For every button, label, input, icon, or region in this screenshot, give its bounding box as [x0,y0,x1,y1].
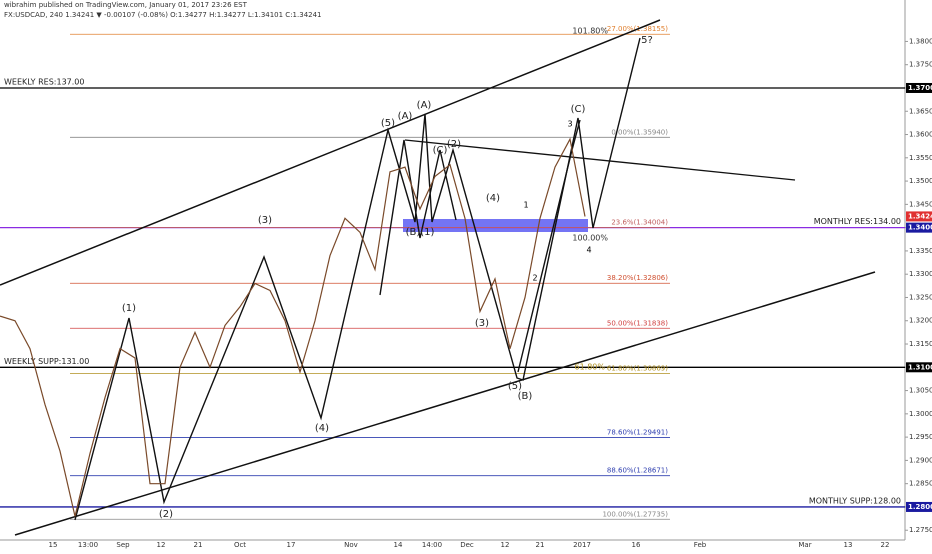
x-tick-label: 21 [536,541,545,549]
fib-label: 88.60%(1.28671) [607,467,668,475]
y-tick-label: 1.32500 [909,293,932,301]
level-label: MONTHLY RES:134.00 [814,217,901,226]
x-tick-label: Sep [116,541,130,549]
wave-path [379,139,457,296]
x-tick-label: Oct [234,541,246,549]
price-line [0,137,586,517]
channel-upper [0,19,661,286]
x-tick-label: 13 [844,541,853,549]
wave-label: (C) [433,145,448,156]
price-label-box [906,82,932,93]
zone [403,219,588,232]
price-label: 1.34000 [908,224,932,232]
y-tick-label: 1.35000 [909,177,932,185]
x-tick-label: 12 [501,541,510,549]
x-tick-label: 22 [881,541,890,549]
wave-label: 5? [641,35,653,46]
wave-label: (3) [258,215,272,226]
price-label-box [906,222,932,233]
wave-label: (5) [381,118,395,129]
fib-label: 61.80%(1.30869) [607,364,668,372]
wave-label: (4) [486,193,500,204]
wave-labels: (1) (2) (3) (4) (5) (A) (A) (B)(1) (C) (… [122,27,653,521]
wave-label: (B) [518,391,533,402]
fib-note: 61.80% [574,363,605,372]
price-label: 1.31000 [908,363,932,371]
x-tick-label: 2017 [573,541,591,549]
y-tick-label: 1.30500 [909,387,932,395]
y-tick-label: 1.29000 [909,456,932,464]
level-label: WEEKLY SUPP:131.00 [4,357,89,366]
x-tick-label: 12 [157,541,166,549]
wave-label: (2) [447,139,461,150]
x-tick-label: Nov [344,541,358,549]
level-label: MONTHLY SUPP:128.00 [809,496,901,505]
fib-label: 100.00%(1.27735) [602,510,668,518]
wave-label: (1) [122,303,136,314]
y-tick-label: 1.28500 [909,480,932,488]
fib-label: 0.00%(1.35940) [611,128,668,136]
wave-label: 4 [586,246,591,255]
price-label: 1.37000 [908,84,932,92]
fib-label: 78.60%(1.29491) [607,429,668,437]
symbol: FX:USDCAD, 240 1.34241 ▼ -0.00107 (-0.08… [4,11,322,19]
wave-label: (3) [475,318,489,329]
wave-label: (A) [398,111,413,122]
y-tick-label: 1.38000 [909,37,932,45]
y-tick-label: 1.29500 [909,433,932,441]
wave-label: 3 [567,120,572,129]
x-tick-label: Mar [798,541,811,549]
x-tick-label: Dec [460,541,474,549]
fib-label: 23.6%(1.34004) [611,218,668,226]
publisher: wibrahim published on TradingView.com, J… [4,1,248,9]
price-label-box [906,501,932,512]
x-tick-label: 17 [287,541,296,549]
wave-label: (B)(1) [406,227,435,238]
x-tick-label: Feb [694,541,707,549]
price-label: 1.28000 [908,503,932,511]
wave-label: (5) [508,381,522,392]
x-tick-label: 14:00 [422,541,442,549]
price-label-box [906,211,932,222]
wave-label: (4) [315,423,329,434]
wave-path [74,37,641,521]
y-tick-label: 1.33000 [909,270,932,278]
y-tick-label: 1.30000 [909,410,932,418]
fib-label: 38.20%(1.32806) [607,274,668,282]
x-tick-label: 16 [632,541,641,549]
x-tick-label: 15 [49,541,58,549]
y-tick-label: 1.31500 [909,340,932,348]
price-label-box [906,362,932,373]
x-tick-label: 21 [194,541,203,549]
y-tick-label: 1.36000 [909,131,932,139]
wave-label: (2) [159,509,173,520]
price-label: 1.34241 [908,212,932,220]
trend-line [404,139,796,181]
y-tick-label: 1.37500 [909,61,932,69]
x-tick-label: 13:00 [78,541,98,549]
y-tick-label: 1.27500 [909,526,932,534]
y-tick-label: 1.36500 [909,107,932,115]
channel-lower [14,271,876,536]
wave-label: (C) [571,104,586,115]
y-tick-label: 1.33500 [909,247,932,255]
fib-note: 100.00% [572,234,608,243]
y-tick-label: 1.32000 [909,317,932,325]
y-tick-label: 1.34500 [909,200,932,208]
y-tick-label: 1.35500 [909,154,932,162]
wave-label: (A) [417,100,432,111]
level-label: WEEKLY RES:137.00 [4,77,84,86]
wave-label: 2 [532,274,537,283]
fib-label: 50.00%(1.31838) [607,319,668,327]
wave-label: 1 [523,201,528,210]
x-tick-label: 14 [394,541,403,549]
fib-note: 101.80% [572,27,608,36]
